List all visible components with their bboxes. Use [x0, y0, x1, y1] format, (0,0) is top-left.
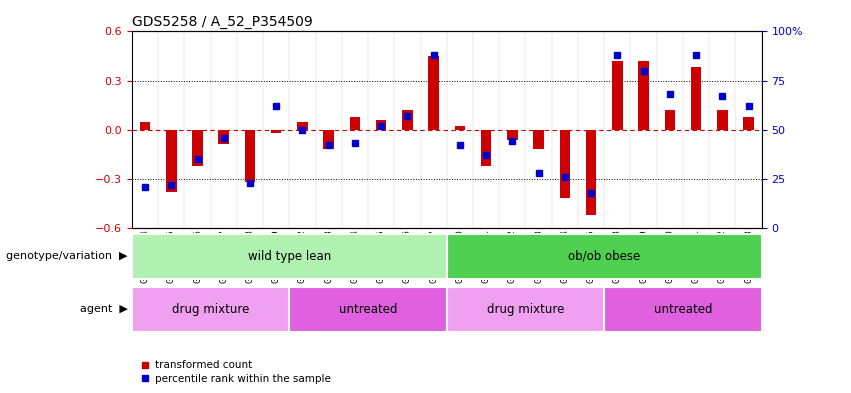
Bar: [481, 130, 491, 166]
Bar: [428, 56, 439, 130]
Bar: [166, 130, 176, 192]
Bar: [219, 130, 229, 145]
Bar: [403, 110, 413, 130]
Bar: [289, 287, 447, 332]
Text: agent  ▶: agent ▶: [80, 305, 128, 314]
Bar: [638, 61, 648, 130]
Bar: [560, 130, 570, 198]
Text: wild type lean: wild type lean: [248, 250, 331, 263]
Bar: [132, 287, 289, 332]
Bar: [271, 130, 282, 133]
Bar: [691, 68, 701, 130]
Bar: [447, 287, 604, 332]
Text: drug mixture: drug mixture: [487, 303, 564, 316]
Text: untreated: untreated: [654, 303, 712, 316]
Text: GDS5258 / A_52_P354509: GDS5258 / A_52_P354509: [132, 15, 312, 29]
Text: ob/ob obese: ob/ob obese: [568, 250, 640, 263]
Text: untreated: untreated: [339, 303, 397, 316]
Text: genotype/variation  ▶: genotype/variation ▶: [6, 252, 128, 261]
Bar: [665, 110, 675, 130]
Bar: [245, 130, 255, 182]
Bar: [297, 121, 308, 130]
Bar: [717, 110, 728, 130]
Bar: [585, 130, 597, 215]
Text: drug mixture: drug mixture: [172, 303, 249, 316]
Bar: [132, 234, 447, 279]
Bar: [604, 287, 762, 332]
Bar: [350, 117, 360, 130]
Bar: [534, 130, 544, 149]
Bar: [323, 130, 334, 149]
Bar: [140, 121, 151, 130]
Bar: [192, 130, 203, 166]
Bar: [447, 234, 762, 279]
Bar: [743, 117, 754, 130]
Bar: [612, 61, 623, 130]
Bar: [507, 130, 517, 140]
Bar: [376, 120, 386, 130]
Legend: transformed count, percentile rank within the sample: transformed count, percentile rank withi…: [137, 356, 334, 388]
Bar: [454, 127, 465, 130]
